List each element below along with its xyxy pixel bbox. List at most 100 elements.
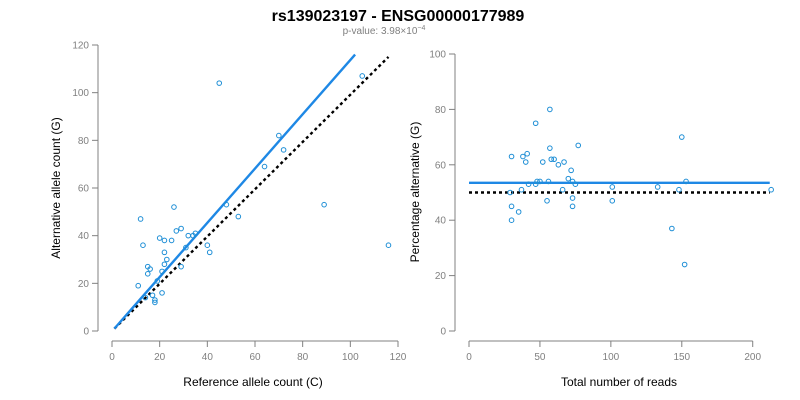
data-point	[144, 271, 151, 277]
data-point	[159, 268, 165, 275]
left-scatter-panel: 0 20 40 60 80 100 120 0 20 40 60 80 100 120 Reference …	[49, 41, 407, 390]
y-tick-label: 40	[78, 231, 90, 242]
x-tick-label: 120	[390, 352, 407, 363]
data-point	[539, 159, 546, 165]
x-tick-label: 150	[673, 352, 690, 363]
data-point	[559, 186, 566, 193]
data-point	[261, 163, 268, 170]
data-point	[551, 156, 557, 163]
data-point	[385, 242, 392, 248]
data-point	[280, 147, 287, 153]
x-tick-label: 0	[109, 352, 115, 363]
data-point	[142, 294, 149, 301]
data-point	[171, 204, 177, 210]
data-point	[609, 184, 616, 190]
data-point	[681, 261, 688, 268]
data-point	[321, 201, 327, 208]
data-point	[572, 181, 579, 187]
data-point	[768, 186, 774, 193]
data-point	[137, 216, 144, 222]
data-point	[532, 120, 539, 127]
data-point	[569, 203, 576, 210]
data-point	[161, 249, 168, 256]
x-tick-label: 60	[249, 352, 261, 363]
data-point	[173, 228, 180, 234]
data-point	[276, 132, 282, 139]
data-point	[515, 209, 522, 215]
x-tick-label: 50	[534, 352, 546, 363]
y-tick-label: 120	[72, 41, 89, 52]
y-tick-label: 20	[78, 279, 90, 290]
data-point	[676, 186, 682, 193]
data-point	[534, 178, 540, 185]
data-point	[168, 237, 175, 244]
data-point	[156, 235, 163, 241]
chart-title: rs139023197 - ENSG00000177989	[272, 8, 525, 25]
data-point	[147, 266, 153, 272]
data-point	[683, 178, 689, 185]
data-point	[508, 217, 515, 223]
data-point	[678, 134, 685, 140]
y-axis-label: Alternative allele count (G)	[49, 117, 63, 258]
reference-line	[113, 56, 390, 330]
data-point	[561, 159, 567, 165]
y-tick-label: 100	[72, 88, 89, 99]
data-point	[569, 178, 576, 185]
data-point	[654, 184, 661, 190]
data-point	[508, 203, 515, 210]
y-tick-label: 60	[435, 160, 447, 171]
data-point	[149, 292, 156, 299]
data-point	[152, 297, 158, 303]
p-value-exponent: −4	[417, 25, 425, 32]
data-point	[575, 142, 582, 149]
data-point	[235, 213, 242, 220]
data-point	[565, 175, 572, 182]
data-point	[164, 256, 170, 263]
data-point	[669, 225, 675, 232]
y-tick-label: 60	[78, 184, 90, 195]
data-point	[216, 80, 223, 86]
y-tick-label: 20	[435, 271, 447, 282]
data-point	[178, 225, 184, 232]
data-point	[206, 249, 213, 256]
data-point	[537, 178, 543, 185]
data-point	[204, 242, 211, 248]
data-point	[522, 159, 529, 165]
y-tick-label: 80	[78, 136, 90, 147]
data-point	[185, 232, 192, 239]
x-tick-label: 0	[466, 352, 472, 363]
data-point	[525, 181, 532, 187]
data-point	[192, 230, 199, 237]
y-tick-label: 80	[435, 105, 447, 116]
x-tick-label: 100	[603, 352, 620, 363]
data-point	[609, 198, 616, 204]
data-point	[520, 153, 526, 160]
data-point	[154, 278, 161, 284]
data-point	[159, 290, 165, 296]
x-tick-label: 80	[297, 352, 309, 363]
data-point	[161, 261, 168, 268]
data-point	[548, 156, 555, 163]
data-point	[161, 237, 168, 244]
data-point	[507, 189, 513, 196]
data-point	[152, 299, 158, 306]
data-point	[178, 263, 184, 270]
data-point	[545, 178, 552, 185]
y-tick-label: 40	[435, 216, 447, 227]
data-point	[135, 282, 142, 289]
data-point	[568, 167, 574, 174]
right-scatter-panel: 0 50 100 150 200 0 20 40 60 80 100 Total number of …	[408, 50, 774, 389]
data-point	[547, 145, 553, 151]
x-tick-label: 40	[202, 352, 214, 363]
x-axis-label: Total number of reads	[561, 375, 677, 389]
data-point	[183, 244, 189, 251]
y-tick-label: 0	[440, 327, 446, 338]
data-point	[547, 106, 553, 113]
chart-subtitle: p-value: 3.98×10−4	[343, 25, 426, 37]
y-tick-label: 0	[83, 327, 89, 338]
data-point	[359, 73, 366, 79]
data-point	[518, 186, 525, 193]
data-point	[569, 195, 576, 201]
data-point	[508, 153, 515, 160]
